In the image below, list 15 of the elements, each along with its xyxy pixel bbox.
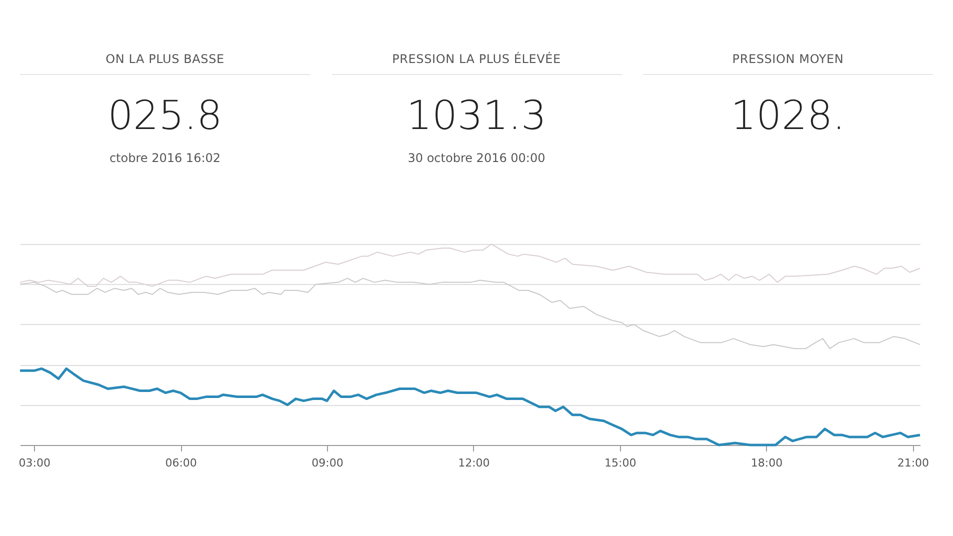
text: ON LA PLUS BASSE [20, 52, 310, 75]
x-tick-label: 06:00 [165, 456, 197, 470]
x-tick-label: 12:00 [458, 456, 490, 470]
x-tick-label: 15:00 [604, 456, 636, 470]
x-tick-label: 18:00 [750, 456, 783, 470]
text: 025.8 [106, 93, 224, 139]
text: PRESSION MOYEN [643, 52, 933, 75]
x-tick-label: 21:00 [897, 456, 930, 470]
x-tick-label: 03:00 [18, 456, 51, 470]
text: 1031.3 [406, 93, 548, 139]
x-tick-label: 09:00 [312, 456, 344, 470]
text: PRESSION LA PLUS ÉLEVÉE [332, 52, 622, 75]
text: 30 octobre 2016 00:00 [406, 151, 546, 165]
text: 1028. [730, 93, 846, 139]
text: ctobre 2016 16:02 [108, 151, 222, 165]
